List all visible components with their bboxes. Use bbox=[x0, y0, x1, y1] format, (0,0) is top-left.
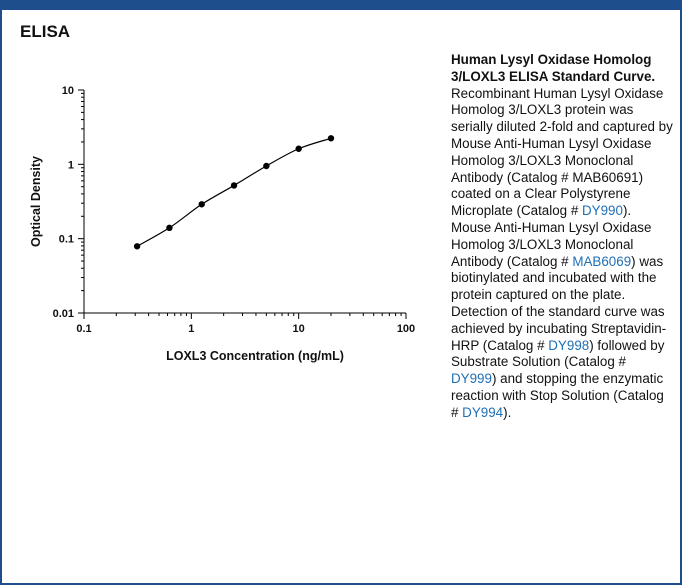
data-point bbox=[295, 145, 302, 152]
y-tick-label: 1 bbox=[68, 159, 74, 171]
x-tick-label: 0.1 bbox=[76, 323, 91, 335]
catalog-link[interactable]: DY999 bbox=[451, 371, 492, 387]
data-point bbox=[198, 201, 205, 208]
caption-text: ) was biotinylated and incubated with th… bbox=[451, 253, 667, 353]
catalog-link[interactable]: DY990 bbox=[582, 203, 623, 219]
catalog-link[interactable]: DY998 bbox=[548, 337, 590, 353]
y-axis-title: Optical Density bbox=[29, 156, 43, 247]
data-point bbox=[166, 224, 173, 232]
y-tick-label: 0.1 bbox=[59, 234, 74, 246]
x-tick-label: 1 bbox=[188, 323, 194, 335]
x-tick-label: 10 bbox=[293, 323, 305, 335]
y-tick-label: 10 bbox=[62, 85, 74, 97]
top-accent-bar bbox=[0, 0, 682, 10]
data-point bbox=[230, 182, 238, 189]
data-point bbox=[133, 243, 141, 250]
x-axis-title: LOXL3 Concentration (ng/mL) bbox=[166, 349, 344, 363]
catalog-link[interactable]: MAB6069 bbox=[572, 253, 632, 269]
caption-text: ) and stopping the enzymatic reaction wi… bbox=[451, 371, 664, 420]
figure-caption: Human Lysyl Oxidase Homolog 3/LOXL3 ELIS… bbox=[451, 52, 673, 422]
data-point bbox=[263, 162, 270, 170]
section-heading: ELISA bbox=[20, 22, 71, 41]
data-point bbox=[327, 135, 335, 142]
caption-text: Recombinant Human Lysyl Oxidase Homolog … bbox=[451, 85, 673, 219]
x-tick-label: 100 bbox=[397, 323, 415, 335]
catalog-link[interactable]: DY994 bbox=[462, 404, 504, 420]
caption-text: ). bbox=[503, 404, 512, 420]
caption-title: Human Lysyl Oxidase Homolog 3/LOXL3 ELIS… bbox=[451, 52, 656, 84]
caption-text: ). Mouse Anti-Human Lysyl Oxidase Homolo… bbox=[451, 203, 652, 269]
y-tick-label: 0.01 bbox=[53, 308, 74, 320]
fit-curve bbox=[136, 137, 332, 247]
caption-text: ) followed by Substrate Solution (Catalo… bbox=[451, 337, 665, 370]
caption-body: Recombinant Human Lysyl Oxidase Homolog … bbox=[451, 86, 673, 420]
